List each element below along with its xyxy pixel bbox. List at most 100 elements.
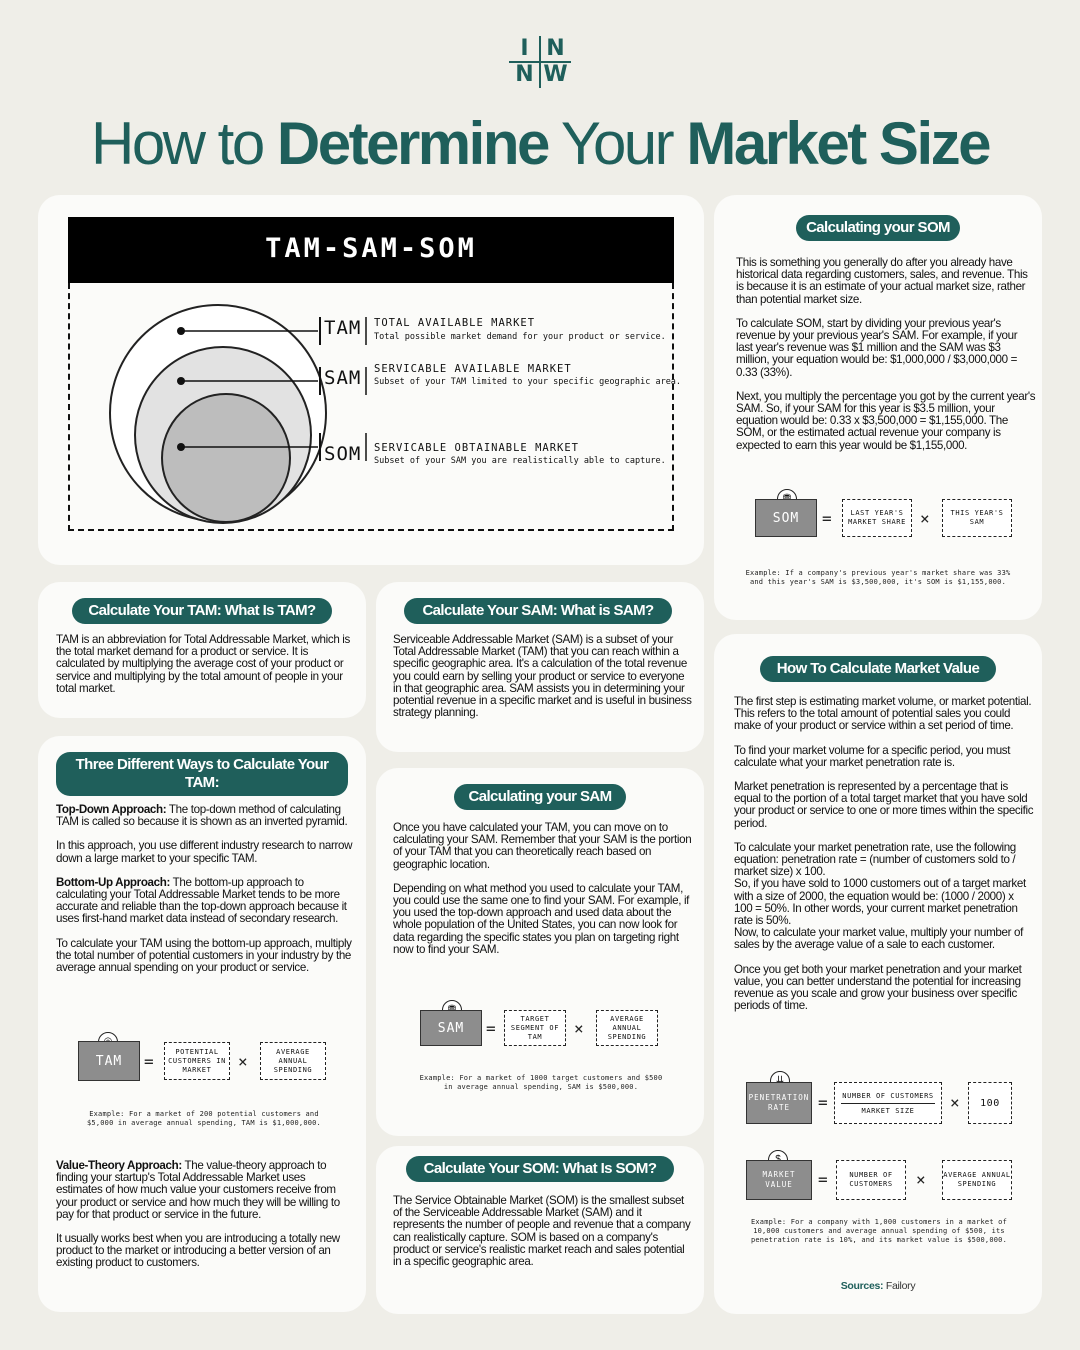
- som-calc-text: This is something you generally do after…: [736, 256, 1036, 464]
- nested-circles-diagram: [109, 304, 367, 524]
- title-part: Your: [547, 110, 687, 177]
- market-value-card: How To Calculate Market Value The first …: [714, 634, 1042, 1314]
- paragraph: The first step is estimating market volu…: [734, 695, 1032, 733]
- som-circle: [161, 393, 291, 523]
- sam-calc-title: Calculating your SAM: [454, 784, 626, 810]
- market-value-text: The first step is estimating market volu…: [734, 695, 1034, 1024]
- paragraph: Now, to calculate your market value, mul…: [734, 926, 1023, 952]
- title-part: Determine: [276, 110, 550, 177]
- equals-sign: =: [486, 1019, 496, 1038]
- paragraph: Market penetration is represented by a p…: [734, 780, 1034, 830]
- times-sign: ×: [950, 1093, 960, 1112]
- logo-letter: N: [515, 62, 534, 87]
- title-part: Market Size: [686, 110, 991, 177]
- paragraph: Once you get both your market penetratio…: [734, 962, 1022, 1013]
- som-desc: Subset of your SAM you are realistically…: [374, 456, 666, 466]
- equals-sign: =: [822, 509, 832, 528]
- som-formula-term-a: LAST YEAR'S MARKET SHARE: [842, 499, 912, 537]
- times-sign: ×: [238, 1052, 248, 1071]
- text: The top-down method of calculating TAM i…: [56, 803, 348, 829]
- sam-abbr: SAM: [324, 367, 362, 389]
- fraction-denominator: MARKET SIZE: [841, 1103, 935, 1116]
- som-what-title: Calculate Your SOM: What Is SOM?: [406, 1156, 674, 1182]
- market-value-term-a: NUMBER OF CUSTOMERS: [836, 1160, 906, 1200]
- paragraph: To find your market volume for a specifi…: [734, 743, 1011, 769]
- tam-ways-card: Three Different Ways to Calculate Your T…: [38, 736, 366, 1312]
- diagram-header: TAM-SAM-SOM: [68, 217, 674, 283]
- sources-label: Sources:: [840, 1280, 884, 1292]
- tam-what-text: TAM is an abbreviation for Total Address…: [56, 633, 350, 695]
- logo-letter: W: [543, 62, 568, 87]
- title-part: How to: [90, 110, 277, 177]
- logo-letter: N: [546, 36, 565, 61]
- som-name: SERVICABLE OBTAINABLE MARKET: [374, 442, 580, 454]
- som-calc-title: Calculating your SOM: [796, 215, 960, 241]
- times-sign: ×: [916, 1170, 926, 1189]
- paragraph: Next, you multiply the percentage you go…: [736, 389, 1036, 452]
- tam-abbr: TAM: [324, 317, 362, 339]
- sam-calc-card: Calculating your SAM Once you have calcu…: [376, 768, 704, 1136]
- logo-letter: I: [520, 36, 529, 61]
- paragraph: Once you have calculated your TAM, you c…: [393, 821, 692, 871]
- diagram-card: TAM-SAM-SOM TAM TOTAL AVAILABLE MARKET T…: [38, 195, 704, 565]
- sam-desc: Subset of your TAM limited to your speci…: [374, 377, 682, 387]
- sources-value: Failory: [883, 1280, 916, 1292]
- fraction-numerator: NUMBER OF CUSTOMERS: [842, 1092, 934, 1100]
- tam-desc: Total possible market demand for your pr…: [374, 332, 666, 342]
- equals-sign: =: [818, 1170, 828, 1189]
- text: The value-theory approach to finding you…: [56, 1159, 340, 1221]
- sam-what-text: Serviceable Addressable Market (SAM) is …: [393, 633, 692, 720]
- equals-sign: =: [818, 1093, 828, 1112]
- market-value-term-b: AVERAGE ANNUAL SPENDING: [942, 1160, 1012, 1200]
- penetration-fraction: NUMBER OF CUSTOMERS MARKET SIZE: [834, 1082, 942, 1124]
- bold-label: Bottom-Up Approach:: [56, 875, 170, 889]
- paragraph: To calculate SOM, start by dividing your…: [736, 316, 1018, 379]
- equals-sign: =: [144, 1052, 154, 1071]
- sam-calc-text: Once you have calculated your TAM, you c…: [393, 821, 693, 968]
- market-value-title: How To Calculate Market Value: [760, 656, 996, 682]
- penetration-rate-result: PENETRATION RATE: [746, 1082, 812, 1124]
- sam-what-card: Calculate Your SAM: What is SAM? Service…: [376, 582, 704, 752]
- paragraph: Top-Down Approach: The top-down method o…: [56, 803, 354, 829]
- logo-divider: [509, 61, 571, 63]
- sam-formula-term-a: TARGET SEGMENT OF TAM: [504, 1010, 566, 1046]
- bold-label: Top-Down Approach:: [56, 803, 167, 816]
- tam-example: Example: For a market of 200 potential c…: [87, 1110, 321, 1127]
- times-sign: ×: [920, 509, 930, 528]
- brand-logo: I N N W: [509, 36, 571, 88]
- som-calc-card: Calculating your SOM This is something y…: [714, 195, 1042, 620]
- som-formula-result: SOM: [755, 499, 817, 537]
- paragraph: It usually works best when you are intro…: [56, 1232, 340, 1270]
- tam-ways-text-top: Top-Down Approach: The top-down method o…: [56, 803, 354, 986]
- paragraph: So, if you have sold to 1000 customers o…: [734, 877, 1026, 928]
- paragraph: Depending on what method you used to cal…: [393, 881, 690, 956]
- page-title: How to Determine Your Market Size: [0, 108, 1080, 180]
- som-abbr: SOM: [324, 443, 362, 465]
- tam-name: TOTAL AVAILABLE MARKET: [374, 317, 536, 329]
- som-example: Example: If a company's previous year's …: [745, 569, 1011, 586]
- paragraph: This is something you generally do after…: [736, 256, 1028, 306]
- sam-formula-term-b: AVERAGE ANNUAL SPENDING: [596, 1010, 658, 1046]
- tam-formula-result: TAM: [78, 1041, 140, 1081]
- tam-ways-title: Three Different Ways to Calculate Your T…: [56, 752, 348, 796]
- paragraph: To calculate your market penetration rat…: [734, 840, 1016, 879]
- paragraph: In this approach, you use different indu…: [56, 839, 353, 865]
- sam-what-title: Calculate Your SAM: What is SAM?: [404, 598, 672, 624]
- som-what-card: Calculate Your SOM: What Is SOM? The Ser…: [376, 1146, 704, 1314]
- sam-formula-result: SAM: [420, 1010, 482, 1046]
- sam-name: SERVICABLE AVAILABLE MARKET: [374, 363, 572, 375]
- tam-formula-term-a: POTENTIAL CUSTOMERS IN MARKET: [164, 1042, 230, 1080]
- market-value-result: MARKET VALUE: [746, 1160, 812, 1200]
- bold-label: Value-Theory Approach:: [56, 1159, 182, 1172]
- formula-constant: 100: [968, 1082, 1012, 1124]
- paragraph: To calculate your TAM using the bottom-u…: [56, 936, 352, 975]
- text: The bottom-up approach to calculating yo…: [56, 875, 347, 926]
- som-what-text: The Service Obtainable Market (SOM) is t…: [393, 1194, 691, 1269]
- tam-what-card: Calculate Your TAM: What Is TAM? TAM is …: [38, 582, 366, 718]
- paragraph: Bottom-Up Approach: The bottom-up approa…: [56, 875, 354, 926]
- times-sign: ×: [574, 1019, 584, 1038]
- sources-line: Sources: Failory: [714, 1280, 1042, 1292]
- som-formula-term-b: THIS YEAR'S SAM: [942, 499, 1012, 537]
- tam-ways-text-bottom: Value-Theory Approach: The value-theory …: [56, 1159, 354, 1282]
- paragraph: Value-Theory Approach: The value-theory …: [56, 1159, 354, 1221]
